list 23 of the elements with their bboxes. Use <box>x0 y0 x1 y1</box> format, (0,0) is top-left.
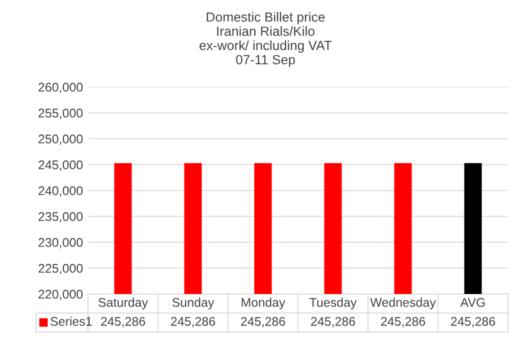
legend-label: Series1 <box>50 316 92 326</box>
x-tick-label: Tuesday <box>310 298 357 310</box>
y-tick-label: 240,000 <box>38 186 83 197</box>
y-tick-label: 260,000 <box>38 82 83 94</box>
y-tick-label: 250,000 <box>38 134 83 145</box>
data-label: 245,286 <box>381 317 426 328</box>
x-tick-label: AVG <box>460 298 485 307</box>
x-tick-label: Saturday <box>98 298 148 310</box>
x-tick-label: Sunday <box>172 298 214 310</box>
y-tick-label: 235,000 <box>38 212 83 223</box>
data-label: 245,286 <box>171 317 216 328</box>
y-tick-label: 225,000 <box>38 264 83 274</box>
x-tick-label: Monday <box>242 298 286 310</box>
y-tick-label: 245,000 <box>38 160 83 171</box>
data-label: 245,286 <box>241 317 286 328</box>
chart-title: Domestic Billet price Iranian Rials/Kilo ex-work/ including VAT 07-11 Sep <box>200 12 332 67</box>
y-tick-label: 220,000 <box>38 290 83 300</box>
data-label: 245,286 <box>311 317 356 328</box>
data-label: 245,286 <box>451 317 496 328</box>
data-label: 245,286 <box>101 317 146 328</box>
y-tick-label: 255,000 <box>38 108 83 120</box>
x-tick-label: Wednesday <box>370 298 436 310</box>
y-tick-label: 230,000 <box>38 238 83 248</box>
